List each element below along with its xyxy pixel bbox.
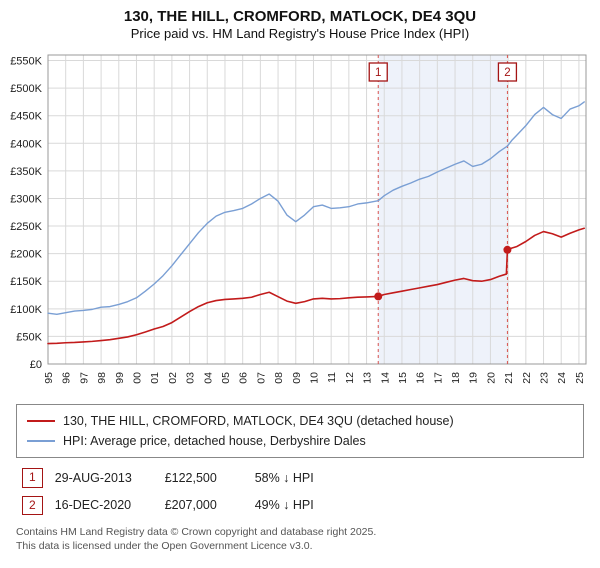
svg-text:£450K: £450K [10,111,42,123]
svg-text:£250K: £250K [10,221,42,233]
svg-text:18: 18 [450,372,462,384]
svg-text:00: 00 [131,372,143,384]
svg-text:£0: £0 [30,359,42,371]
svg-text:16: 16 [415,372,427,384]
svg-text:£350K: £350K [10,166,42,178]
legend-item-0: 130, THE HILL, CROMFORD, MATLOCK, DE4 3Q… [27,411,573,431]
svg-text:1: 1 [375,67,381,79]
chart-legend: 130, THE HILL, CROMFORD, MATLOCK, DE4 3Q… [16,404,584,458]
svg-text:99: 99 [114,372,126,384]
svg-text:05: 05 [220,372,232,384]
svg-text:03: 03 [185,372,197,384]
svg-text:06: 06 [238,372,250,384]
svg-text:£300K: £300K [10,193,42,205]
svg-text:97: 97 [78,372,90,384]
svg-text:02: 02 [167,372,179,384]
marker-hpi-1: 58% ↓ HPI [249,464,584,492]
svg-text:19: 19 [468,372,480,384]
marker-date-1: 29-AUG-2013 [49,464,159,492]
marker-price-2: £207,000 [159,492,249,520]
svg-text:98: 98 [96,372,108,384]
svg-text:25: 25 [574,372,586,384]
svg-text:09: 09 [291,372,303,384]
svg-text:14: 14 [379,372,391,384]
marker-row-1: 1 29-AUG-2013 £122,500 58% ↓ HPI [16,464,584,492]
marker-hpi-2: 49% ↓ HPI [249,492,584,520]
marker-badge-2: 2 [22,496,43,516]
svg-text:17: 17 [432,372,444,384]
svg-text:£200K: £200K [10,249,42,261]
svg-text:15: 15 [397,372,409,384]
svg-text:£50K: £50K [16,331,42,343]
legend-swatch-hpi [27,440,55,442]
price-chart-svg: £0 £50K £100K £150K £200K £250K £300K £350K £400… [0,45,600,400]
svg-text:10: 10 [308,372,320,384]
chart-subtitle: Price paid vs. HM Land Registry's House … [0,26,600,41]
footer-text: Contains HM Land Registry data © Crown c… [16,525,584,553]
legend-item-1: HPI: Average price, detached house, Derb… [27,431,573,451]
svg-text:20: 20 [485,372,497,384]
svg-text:13: 13 [362,372,374,384]
svg-text:£400K: £400K [10,138,42,150]
svg-text:04: 04 [202,372,214,384]
svg-text:21: 21 [503,372,515,384]
legend-label-hpi: HPI: Average price, detached house, Derb… [63,434,366,448]
svg-text:96: 96 [61,372,73,384]
marker-row-2: 2 16-DEC-2020 £207,000 49% ↓ HPI [16,492,584,520]
svg-text:£150K: £150K [10,276,42,288]
svg-text:£500K: £500K [10,83,42,95]
svg-text:24: 24 [556,372,568,384]
markers-table: 1 29-AUG-2013 £122,500 58% ↓ HPI 2 16-DE… [16,464,584,519]
legend-label-subject: 130, THE HILL, CROMFORD, MATLOCK, DE4 3Q… [63,414,454,428]
svg-text:22: 22 [521,372,533,384]
svg-text:95: 95 [43,372,55,384]
marker-badge-1: 1 [22,468,43,488]
legend-swatch-subject [27,420,55,422]
chart-page: 130, THE HILL, CROMFORD, MATLOCK, DE4 3Q… [0,8,600,568]
chart-title: 130, THE HILL, CROMFORD, MATLOCK, DE4 3Q… [0,8,600,25]
svg-text:2: 2 [504,67,510,79]
svg-text:11: 11 [326,372,338,383]
svg-text:12: 12 [344,372,356,384]
svg-text:08: 08 [273,372,285,384]
svg-text:07: 07 [255,372,267,384]
svg-text:01: 01 [149,372,161,384]
svg-text:23: 23 [539,372,551,384]
svg-text:£100K: £100K [10,304,42,316]
marker-date-2: 16-DEC-2020 [49,492,159,520]
svg-text:£550K: £550K [10,56,42,68]
marker-price-1: £122,500 [159,464,249,492]
chart-plot-area: £0 £50K £100K £150K £200K £250K £300K £350K £400… [0,45,600,400]
